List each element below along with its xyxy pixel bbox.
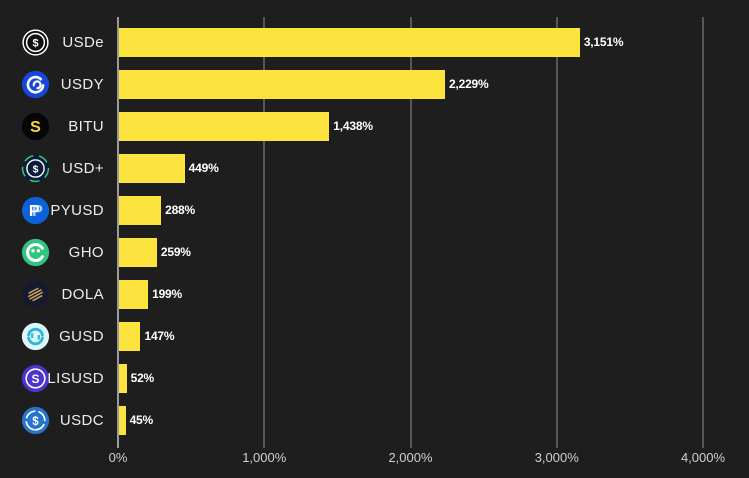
gho-coin-icon — [21, 238, 50, 267]
svg-text:$: $ — [33, 163, 39, 175]
bar-usdplus — [119, 153, 185, 183]
x-axis-tick-label: 4,000% — [680, 450, 726, 465]
category-label: USDC — [59, 412, 104, 430]
value-label: 259% — [160, 245, 191, 259]
bar-bitu — [119, 111, 330, 141]
value-label: 2,229% — [448, 76, 489, 91]
gusd-coin-icon — [21, 322, 50, 351]
svg-text:$: $ — [32, 37, 38, 49]
category-label: LISUSD — [47, 370, 104, 388]
x-axis-tick — [409, 442, 412, 448]
category-label: GHO — [68, 244, 104, 261]
category-label: USD+ — [61, 159, 104, 177]
bar-gho — [119, 238, 157, 267]
x-axis-tick-label: 1,000% — [242, 450, 287, 465]
value-label: 1,438% — [333, 118, 373, 133]
bar-usde — [119, 27, 580, 57]
x-axis-tick-label: 0% — [108, 450, 128, 465]
svg-text:P: P — [32, 203, 43, 220]
bar-pyusd — [119, 195, 162, 225]
category-label: USDY — [60, 75, 104, 93]
value-label: 45% — [129, 413, 154, 428]
usdc-coin-icon: $ — [21, 406, 50, 435]
usdy-coin-icon — [21, 70, 50, 99]
svg-text:$: $ — [32, 416, 39, 428]
x-axis-tick — [702, 442, 704, 448]
category-label: BITU — [68, 117, 104, 135]
gridline — [263, 17, 266, 442]
svg-text:P: P — [29, 203, 40, 220]
x-axis-tick — [555, 442, 558, 448]
value-label: 288% — [165, 202, 196, 217]
dola-coin-icon — [21, 280, 50, 309]
bitu-coin-icon: S — [21, 112, 50, 141]
gridline — [409, 17, 412, 442]
bar-lisusd — [119, 364, 127, 394]
gridline — [555, 17, 558, 442]
value-label: 449% — [188, 160, 219, 175]
value-label: 3,151% — [583, 34, 624, 49]
category-label: PYUSD — [50, 201, 104, 219]
bar-usdy — [119, 69, 445, 99]
bar-gusd — [119, 322, 141, 352]
category-label: GUSD — [59, 328, 104, 346]
bar-dola — [119, 280, 149, 310]
value-label: 147% — [144, 329, 175, 344]
usdplus-coin-icon: $ — [21, 154, 50, 183]
category-label: USDe — [62, 33, 104, 51]
svg-text:S: S — [30, 118, 41, 135]
category-label: DOLA — [61, 286, 104, 304]
x-axis-tick-label: 2,000% — [388, 450, 433, 465]
value-label: 199% — [152, 287, 182, 302]
x-axis-tick — [263, 442, 266, 448]
usde-coin-icon: $ — [21, 28, 50, 57]
value-label: 52% — [130, 371, 155, 386]
x-axis-tick-label: 3,000% — [534, 450, 579, 465]
gridline — [702, 17, 704, 442]
y-axis-line — [117, 17, 119, 448]
lisusd-coin-icon: S — [21, 364, 50, 393]
bar-usdc — [119, 406, 126, 436]
svg-text:S: S — [31, 372, 39, 386]
